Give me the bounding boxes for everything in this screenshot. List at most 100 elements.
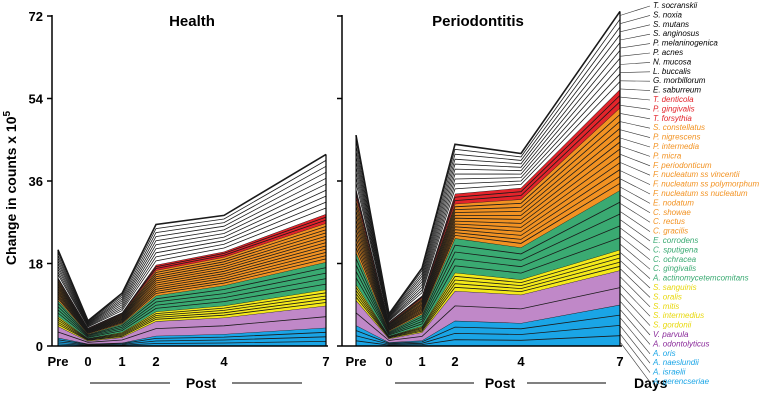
y-tick-label: 54 — [29, 92, 44, 107]
legend-label: C. ochracea — [653, 255, 697, 264]
y-axis-title-exponent: 5 — [2, 110, 13, 116]
species-line — [57, 248, 327, 333]
legend-leader-line — [619, 153, 651, 167]
legend-label: F. nucleatum ss vincentii — [653, 170, 740, 179]
legend-leader-line — [619, 333, 651, 373]
legend-leader-line — [619, 276, 651, 308]
health-panel-title: Health — [169, 13, 215, 30]
legend-leader-line — [619, 325, 651, 364]
legend-leader-line — [619, 178, 651, 195]
area-red-complex — [58, 214, 326, 329]
species-line — [57, 283, 327, 338]
x-tick-label: 0 — [84, 354, 91, 369]
species-line — [355, 265, 621, 339]
legend-label: S. anginosus — [653, 29, 699, 38]
legend-label: F. nucleatum ss polymorphum — [653, 180, 759, 189]
area-yellow-complex — [356, 249, 620, 339]
legend-label: C. gracilis — [653, 227, 688, 236]
legend-label: A. oris — [652, 349, 676, 358]
area-orange-complex — [356, 107, 620, 332]
area-purple-complex — [58, 305, 326, 344]
species-line — [57, 278, 327, 338]
legend-label: P. nigrescens — [653, 133, 700, 142]
species-line — [57, 267, 327, 336]
x-tick-label: 2 — [451, 354, 458, 369]
legend-label: E. corrodens — [653, 236, 698, 245]
legend-label: S. gordonii — [653, 321, 691, 330]
x-tick-label: 4 — [517, 354, 525, 369]
health-panel-areas — [57, 153, 327, 346]
species-line — [355, 176, 621, 331]
legend-leader-line — [619, 137, 651, 148]
legend-leader-line — [619, 317, 651, 354]
x-tick-label: 1 — [418, 354, 425, 369]
legend-leader-line — [619, 96, 651, 101]
y-tick-label: 36 — [29, 174, 43, 189]
legend-label: S. mutans — [653, 20, 689, 29]
legend-leader-line — [619, 43, 651, 49]
legend-label: F. nucleatum ss nucleatum — [653, 189, 748, 198]
legend-label: T. denticola — [653, 95, 694, 104]
area-other — [356, 11, 620, 322]
legend-leader-line — [619, 145, 651, 157]
species-line — [57, 295, 327, 340]
legend-label: C. showae — [653, 208, 691, 217]
legend-label: T. forsythia — [653, 114, 692, 123]
species-line — [355, 182, 621, 332]
y-tick-label: 18 — [29, 257, 43, 272]
species-line — [355, 253, 621, 337]
post-label-periodontitis: Post — [485, 375, 516, 391]
y-tick-label: 72 — [29, 9, 43, 24]
legend-label: A. naeslundii — [652, 358, 699, 367]
legend-leader-line — [619, 341, 651, 383]
legend-label: A. odontolyticus — [652, 339, 709, 348]
legend-leader-line — [619, 52, 651, 57]
species-line — [57, 195, 327, 327]
species-line — [355, 169, 621, 330]
area-other — [58, 154, 326, 328]
legend-leader-line — [619, 121, 651, 129]
species-line — [57, 331, 327, 345]
x-tick-label: 7 — [322, 354, 329, 369]
legend-leader-line — [619, 309, 651, 345]
legend-label: S. sanguinis — [653, 283, 697, 292]
legend-label: C. gingivalis — [653, 264, 696, 273]
legend-label: N. mucosa — [653, 57, 692, 66]
legend-label: P. melaninogenica — [653, 39, 718, 48]
legend-leader-line — [619, 260, 651, 289]
legend-label: S. constellatus — [653, 123, 705, 132]
legend-leader-line — [619, 292, 651, 326]
legend-leader-line — [619, 243, 651, 270]
x-tick-label: 0 — [385, 354, 392, 369]
legend-leader-line — [619, 202, 651, 223]
species-line — [57, 255, 327, 334]
legend-leader-line — [619, 300, 651, 336]
legend-label: A. actinomycetemcomitans — [652, 274, 749, 283]
species-line — [57, 153, 327, 323]
legend-label: A. israelii — [652, 368, 686, 377]
legend-leader-line — [619, 105, 651, 110]
species-line — [57, 189, 327, 326]
species-line — [57, 207, 327, 328]
days-label: Days — [634, 375, 668, 391]
species-line — [57, 302, 327, 341]
legend-label: P. intermedia — [653, 142, 700, 151]
species-line — [355, 325, 621, 345]
legend-label: L. buccalis — [653, 67, 691, 76]
species-line — [57, 183, 327, 325]
species-line — [355, 287, 621, 341]
legend-leader-line — [619, 235, 651, 261]
legend-label: C. sputigena — [653, 245, 698, 254]
area-green-complex — [58, 262, 326, 339]
legend-label: V. parvula — [653, 330, 689, 339]
species-line — [57, 298, 327, 341]
species-line — [355, 237, 621, 336]
species-line — [57, 177, 327, 325]
x-tick-label: Pre — [346, 354, 367, 369]
species-line — [355, 155, 621, 329]
species-line — [57, 171, 327, 324]
species-line — [57, 292, 327, 340]
legend-label: C. rectus — [653, 217, 685, 226]
